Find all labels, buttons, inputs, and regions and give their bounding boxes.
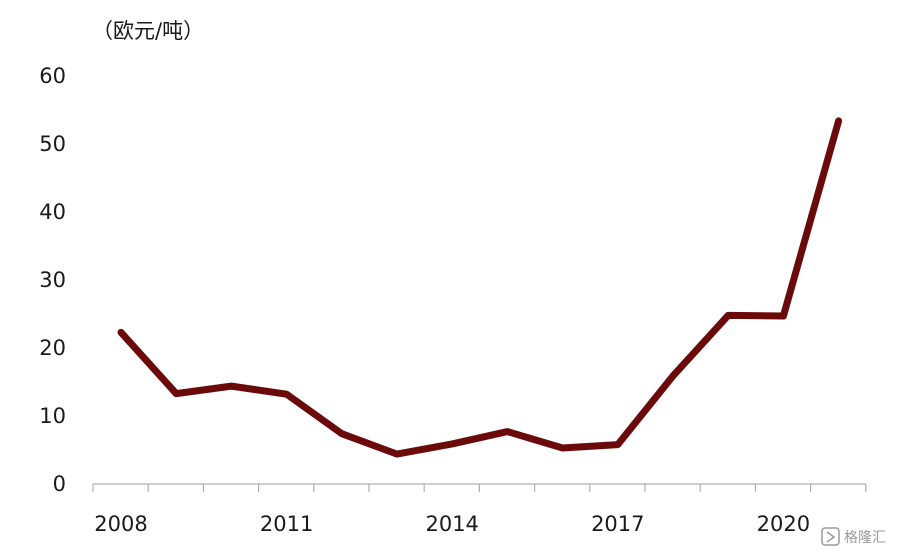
y-tick-label: 60 — [39, 64, 66, 88]
brand-logo-icon — [821, 527, 840, 546]
x-tick-label: 2017 — [591, 512, 644, 536]
x-tick-label: 2011 — [260, 512, 313, 536]
x-tick-label: 2020 — [757, 512, 810, 536]
y-tick-label: 20 — [39, 336, 66, 360]
y-tick-label: 50 — [39, 132, 66, 156]
x-tick-label: 2008 — [94, 512, 147, 536]
watermark: 格隆汇 — [821, 527, 886, 546]
unit-label: （欧元/吨） — [92, 19, 204, 43]
series-line — [117, 117, 843, 458]
x-axis-ticks — [92, 484, 867, 492]
x-axis-tick-labels: 2008 2011 2014 2017 2020 — [94, 512, 810, 536]
brand-logo-icon-mark — [826, 531, 836, 543]
x-tick-label: 2014 — [425, 512, 478, 536]
y-tick-label: 30 — [39, 268, 66, 292]
y-axis-tick-labels: 0 10 20 30 40 50 60 — [39, 64, 66, 496]
watermark-text: 格隆汇 — [844, 530, 886, 546]
y-tick-label: 0 — [53, 472, 66, 496]
y-tick-label: 10 — [39, 404, 66, 428]
series-group — [117, 117, 843, 458]
y-tick-label: 40 — [39, 200, 66, 224]
